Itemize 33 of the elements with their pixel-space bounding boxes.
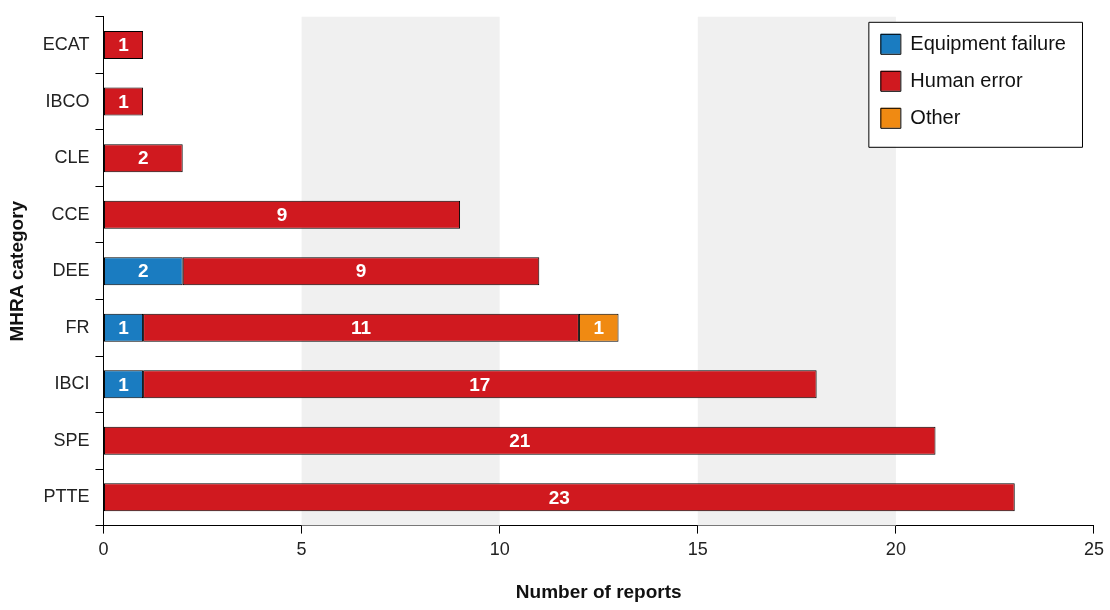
x-tick-label: 25 <box>1083 539 1104 560</box>
data-label: 1 <box>593 316 605 338</box>
data-label: 9 <box>276 203 288 225</box>
y-tick-label: SPE <box>53 429 90 450</box>
x-tick-label: 5 <box>296 539 307 560</box>
x-tick-label: 10 <box>489 539 510 560</box>
y-tick-label: FR <box>65 316 90 337</box>
data-label: 9 <box>355 260 367 282</box>
y-tick-label: PTTE <box>43 486 90 507</box>
data-label: 2 <box>138 260 149 282</box>
legend-label: Equipment failure <box>910 32 1066 55</box>
data-label: 1 <box>118 373 130 395</box>
data-label: 21 <box>509 430 531 452</box>
y-tick-label: CCE <box>51 203 90 224</box>
x-tick-label: 15 <box>687 539 708 560</box>
x-axis-title: Number of reports <box>515 580 682 602</box>
legend-label: Human error <box>910 69 1023 92</box>
data-label: 2 <box>138 147 149 169</box>
data-label: 17 <box>469 373 491 395</box>
y-tick-label: DEE <box>52 260 90 281</box>
data-label: 1 <box>118 34 130 56</box>
data-label: 1 <box>118 316 130 338</box>
y-axis-title: MHRA category <box>5 200 27 342</box>
y-tick-label: IBCI <box>54 373 90 394</box>
data-label: 1 <box>118 90 130 112</box>
y-tick-label: ECAT <box>42 34 90 55</box>
y-tick-label: CLE <box>54 147 90 168</box>
legend-label: Other <box>910 106 961 129</box>
data-label: 11 <box>350 316 372 338</box>
y-tick-label: IBCO <box>45 90 90 111</box>
x-tick-label: 0 <box>98 539 109 560</box>
x-tick-label: 20 <box>885 539 906 560</box>
data-label: 23 <box>548 486 570 508</box>
